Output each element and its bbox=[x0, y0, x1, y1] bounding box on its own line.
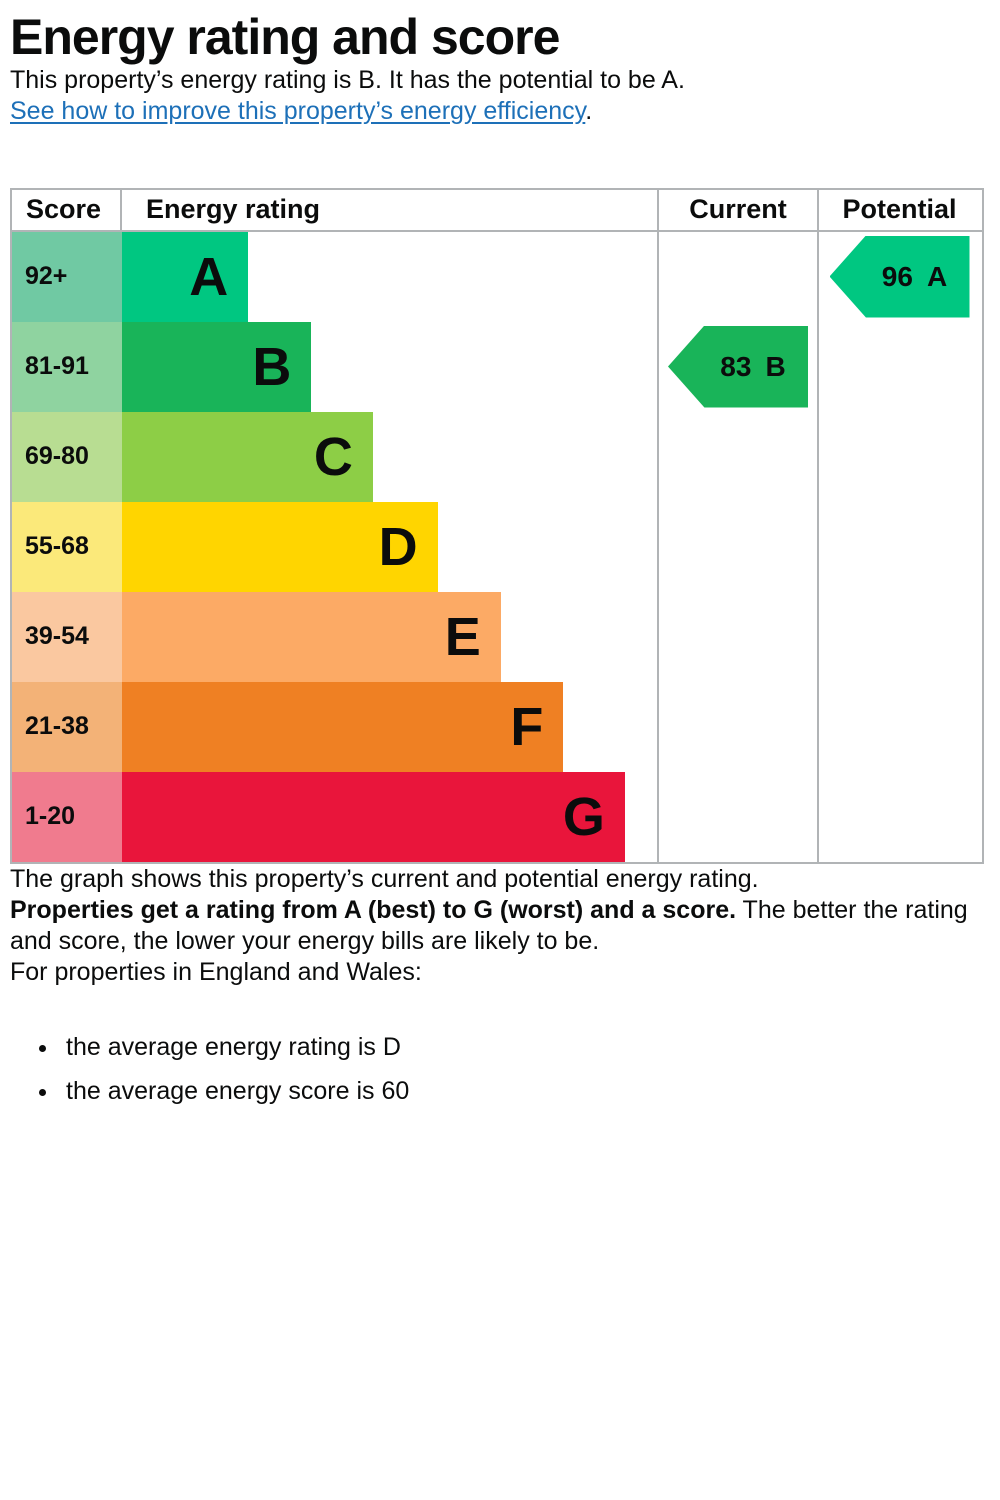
score-cell-c: 69-80 bbox=[12, 411, 122, 502]
improve-link-line: See how to improve this property’s energ… bbox=[10, 96, 990, 127]
rating-bar-d: D bbox=[122, 501, 438, 592]
improve-link[interactable]: See how to improve this property’s energ… bbox=[10, 97, 586, 126]
score-cell-g: 1-20 bbox=[12, 771, 122, 862]
intro-text: This property’s energy rating is B. It h… bbox=[10, 66, 685, 94]
lead-bold: Properties get a rating from A (best) to… bbox=[10, 895, 737, 924]
current-rating-arrow-letter: B bbox=[765, 350, 786, 382]
rating-bar-cell-e: E bbox=[122, 591, 657, 682]
score-cell-d: 55-68 bbox=[12, 501, 122, 592]
rating-bar-cell-d: D bbox=[122, 501, 657, 592]
link-suffix: . bbox=[585, 97, 593, 126]
band-row-a: 92+ A 96 A bbox=[12, 231, 982, 322]
epc-header-row: Score Energy rating Current Potential bbox=[12, 189, 982, 232]
page-title: Energy rating and score bbox=[10, 9, 560, 65]
rating-bar-cell-a: A bbox=[122, 231, 657, 322]
average-score-item: the average energy score is 60 bbox=[60, 1077, 990, 1106]
current-cell-c bbox=[657, 411, 817, 502]
rating-bar-b: B bbox=[122, 321, 312, 412]
rating-bar-f: F bbox=[122, 681, 564, 772]
caption-text: The graph shows this property’s current … bbox=[10, 864, 759, 893]
potential-rating-arrow-value: 96 bbox=[881, 260, 913, 292]
col-header-potential: Potential bbox=[817, 189, 980, 230]
rating-bar-e: E bbox=[122, 591, 501, 682]
rating-bar-cell-b: B bbox=[122, 321, 657, 412]
score-cell-b: 81-91 bbox=[12, 321, 122, 412]
score-cell-e: 39-54 bbox=[12, 591, 122, 682]
col-header-current: Current bbox=[657, 189, 817, 230]
rating-bar-cell-c: C bbox=[122, 411, 657, 502]
current-rating-arrow-value: 83 bbox=[720, 350, 752, 382]
band-row-d: 55-68 D bbox=[12, 501, 982, 592]
potential-cell-g bbox=[817, 771, 980, 862]
epc-chart: Score Energy rating Current Potential 92… bbox=[10, 187, 984, 864]
col-header-rating: Energy rating bbox=[146, 194, 321, 224]
rating-bar-cell-f: F bbox=[122, 681, 657, 772]
current-cell-b: 83 B bbox=[657, 321, 817, 412]
rating-bar-a: A bbox=[122, 231, 249, 322]
potential-cell-d bbox=[817, 501, 980, 592]
regions-heading: For properties in England and Wales: bbox=[10, 958, 422, 987]
potential-cell-f bbox=[817, 681, 980, 772]
potential-rating-arrow-letter: A bbox=[926, 260, 948, 292]
band-row-g: 1-20 G bbox=[12, 771, 982, 862]
potential-cell-b bbox=[817, 321, 980, 412]
col-header-score: Score bbox=[12, 189, 122, 230]
potential-cell-e bbox=[817, 591, 980, 682]
rating-bar-g: G bbox=[122, 771, 625, 862]
current-cell-d bbox=[657, 501, 817, 592]
band-row-c: 69-80 C bbox=[12, 411, 982, 502]
average-rating-item: the average energy rating is D bbox=[60, 1033, 990, 1062]
averages-list: the average energy rating is D the avera… bbox=[10, 1033, 990, 1106]
band-row-f: 21-38 F bbox=[12, 681, 982, 772]
current-cell-g bbox=[657, 771, 817, 862]
page: Energy rating and score This property’s … bbox=[0, 10, 1000, 1106]
score-cell-a: 92+ bbox=[12, 231, 122, 322]
current-cell-e bbox=[657, 591, 817, 682]
potential-cell-c bbox=[817, 411, 980, 502]
current-cell-a bbox=[657, 231, 817, 322]
current-cell-f bbox=[657, 681, 817, 772]
score-cell-f: 21-38 bbox=[12, 681, 122, 772]
band-row-e: 39-54 E bbox=[12, 591, 982, 682]
potential-rating-arrow: 96 A bbox=[829, 235, 970, 318]
epc-band-rows: 92+ A 96 A 81-91 B 83 B 69-80 C 55-68 D 39-54 E 21-38 F… bbox=[12, 231, 982, 862]
current-rating-arrow: 83 B bbox=[668, 325, 808, 408]
rating-bar-cell-g: G bbox=[122, 771, 657, 862]
lead-rest: The better the rating and score, the low… bbox=[10, 895, 968, 955]
rating-bar-c: C bbox=[122, 411, 373, 502]
potential-cell-a: 96 A bbox=[817, 231, 980, 322]
band-row-b: 81-91 B 83 B bbox=[12, 321, 982, 412]
lead-text: Properties get a rating from A (best) to… bbox=[10, 895, 990, 958]
